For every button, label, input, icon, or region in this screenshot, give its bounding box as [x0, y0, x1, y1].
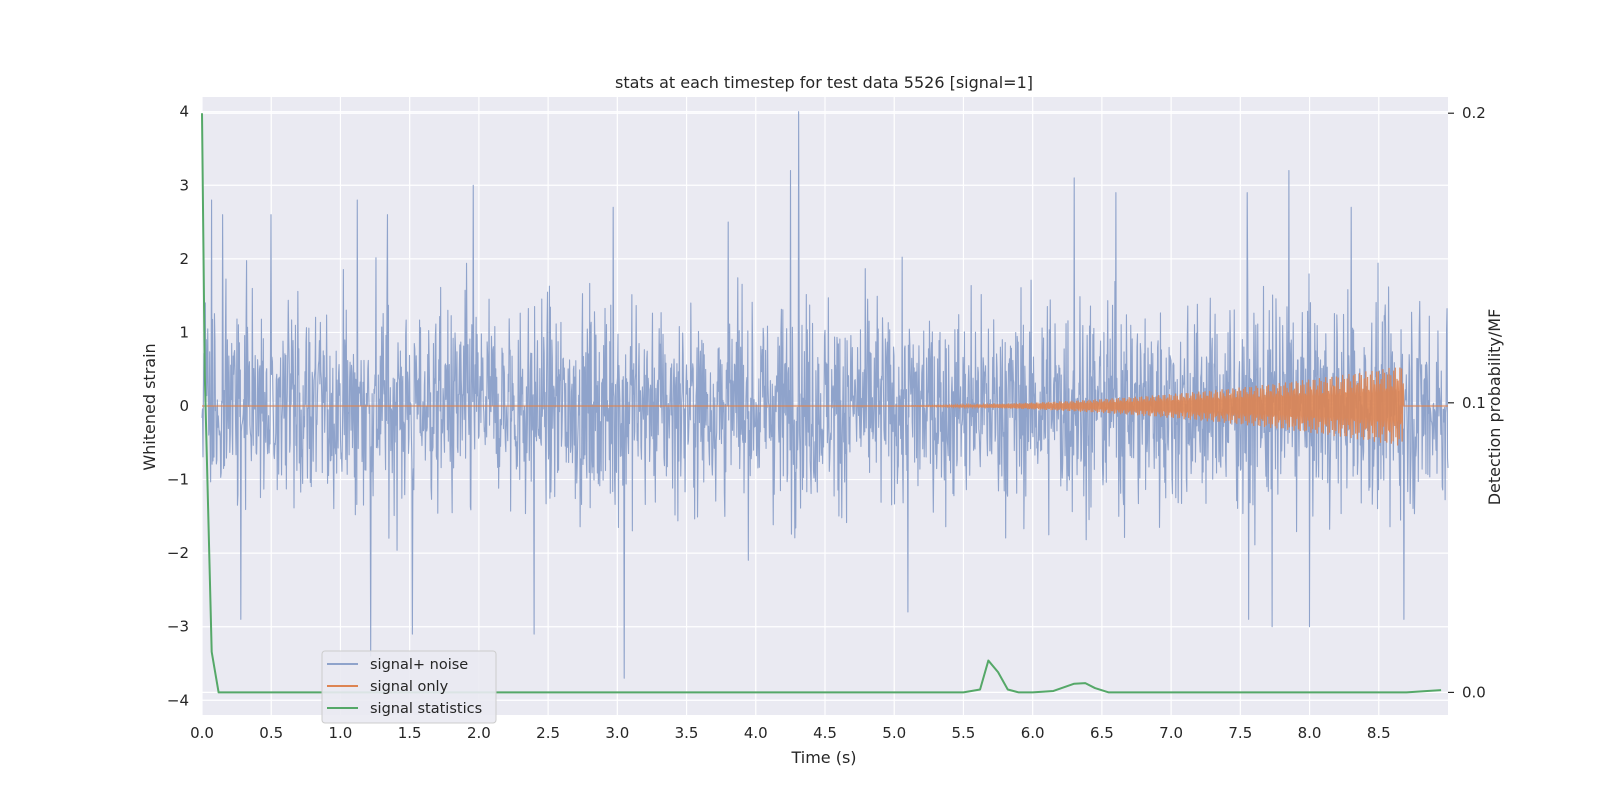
series-signal-statistics [201, 113, 1442, 694]
y-tick-label: 4 [179, 103, 189, 121]
series-signal-plus-noise [201, 111, 1449, 679]
series-signal-only [202, 367, 1448, 446]
y-tick-label: −2 [167, 544, 189, 562]
signal-only-line [202, 367, 1448, 446]
x-tick-label: 1.5 [398, 724, 422, 742]
x-tick-label: 3.0 [605, 724, 629, 742]
x-axis-label: Time (s) [790, 748, 856, 767]
legend-label-signal-only: signal only [370, 679, 449, 695]
y-right-tick-label: 0.0 [1462, 683, 1486, 701]
y-axis-right-label: Detection probability/MF [1485, 309, 1504, 506]
x-tick-label: 8.0 [1298, 724, 1322, 742]
x-tick-label: 8.5 [1367, 724, 1391, 742]
signal-plus-noise-line [201, 111, 1449, 679]
y-tick-label: 2 [179, 250, 189, 268]
x-tick-label: 3.5 [675, 724, 699, 742]
x-tick-label: 0.5 [259, 724, 283, 742]
legend: signal+ noise signal only signal statist… [321, 650, 497, 724]
chart-title: stats at each timestep for test data 552… [615, 73, 1033, 92]
y-axis-right-ticks: 0.2 0.1 0.0 [1448, 104, 1486, 701]
signal-statistics-line [201, 113, 1442, 694]
y-tick-label: −1 [167, 471, 189, 489]
y-axis-label: Whitened strain [140, 343, 159, 470]
y-right-tick-label: 0.1 [1462, 394, 1486, 412]
x-tick-label: 2.5 [536, 724, 560, 742]
y-right-tick-label: 0.2 [1462, 104, 1486, 122]
y-tick-label: −3 [167, 618, 189, 636]
y-tick-label: 3 [179, 176, 189, 194]
x-tick-label: 5.5 [952, 724, 976, 742]
x-tick-label: 5.0 [882, 724, 906, 742]
x-axis-ticks: 0.0 0.5 1.0 1.5 2.0 2.5 3.0 3.5 4.0 4.5 5.0 5.5 6.0 6… [190, 724, 1391, 742]
legend-box [321, 650, 497, 724]
x-tick-label: 4.5 [813, 724, 837, 742]
x-tick-label: 0.0 [190, 724, 214, 742]
y-tick-label: 1 [179, 323, 189, 341]
y-tick-label: 0 [179, 397, 189, 415]
x-tick-label: 4.0 [744, 724, 768, 742]
legend-label-signal-plus-noise: signal+ noise [370, 657, 468, 673]
x-tick-label: 7.5 [1228, 724, 1252, 742]
x-tick-label: 7.0 [1159, 724, 1183, 742]
legend-label-signal-statistics: signal statistics [370, 701, 482, 717]
y-axis-ticks: 4 3 2 1 0 −1 −2 −3 −4 [167, 103, 189, 710]
x-tick-label: 2.0 [467, 724, 491, 742]
x-tick-label: 1.0 [329, 724, 353, 742]
y-tick-label: −4 [167, 691, 189, 709]
x-tick-label: 6.0 [1021, 724, 1045, 742]
x-tick-label: 6.5 [1090, 724, 1114, 742]
